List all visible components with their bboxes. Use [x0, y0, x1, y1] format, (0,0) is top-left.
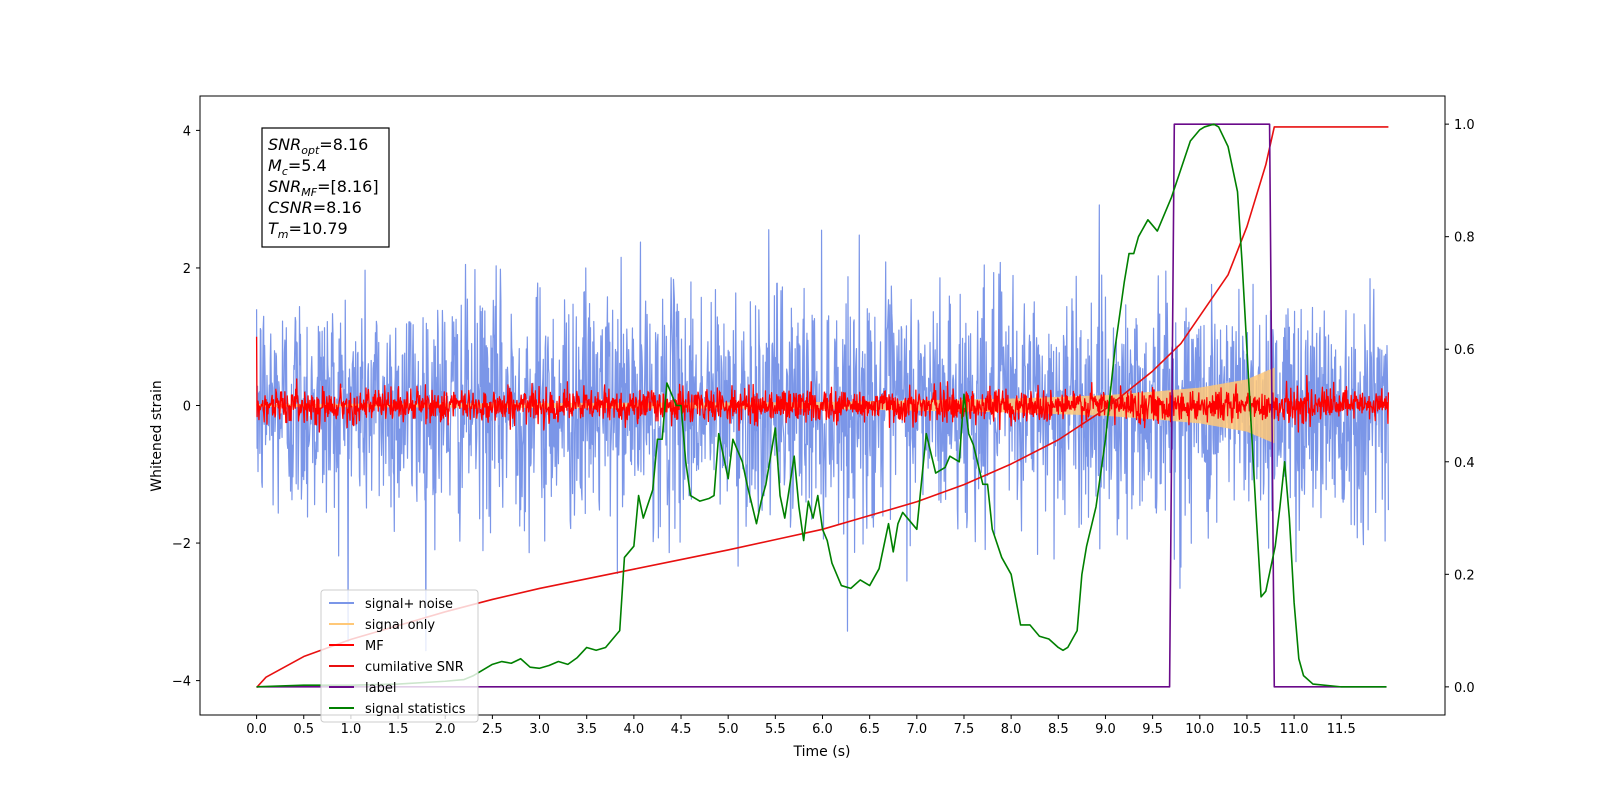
legend-entry: signal statistics [365, 702, 466, 717]
y2-tick-label: 0.8 [1454, 231, 1475, 246]
series-signal-statistics [256, 123, 1387, 688]
x-tick-label: 7.0 [906, 722, 927, 737]
x-tick-label: 11.0 [1280, 722, 1309, 737]
annotation-value: =10.79 [289, 219, 348, 238]
annotation-line: SNRopt=8.16 [268, 135, 368, 157]
x-tick-label: 6.0 [812, 722, 833, 737]
annotation-line: Mc=5.4 [268, 156, 327, 178]
legend-frame [320, 589, 479, 723]
x-tick-label: 7.5 [954, 722, 975, 737]
x-tick-label: 3.0 [529, 722, 550, 737]
x-tick-label: 10.0 [1185, 722, 1214, 737]
annotation-value: =5.4 [288, 156, 327, 175]
x-tick-label: 2.5 [482, 722, 503, 737]
annotation-symbol: SNR [268, 135, 301, 154]
series-mf [255, 336, 1390, 433]
x-tick-label: 10.5 [1232, 722, 1261, 737]
y-tick-label: 0 [183, 400, 191, 415]
series-label [256, 123, 1387, 688]
x-axis: 0.0 0.5 1.0 1.5 2.0 2.5 3.0 3.5 4.0 4.5 5.0 5.5 6.0 6… [246, 715, 1356, 737]
annotation-frame [261, 127, 390, 248]
annotation-subscript: MF [301, 186, 317, 199]
annotation-line: SNRMF=[8.16] [268, 177, 379, 199]
x-tick-label: 2.0 [435, 722, 456, 737]
y-tick-label: 2 [183, 262, 191, 277]
y-axis-left: 4 2 0 −2 −4 [172, 124, 200, 690]
x-tick-label: 0.5 [293, 722, 314, 737]
annotation-symbol: CSNR [268, 198, 313, 217]
annotation-line: CSNR=8.16 [268, 198, 362, 217]
annotation-box: SNRopt=8.16Mc=5.4SNRMF=[8.16]CSNR=8.16Tm… [261, 127, 390, 248]
x-tick-label: 1.0 [341, 722, 362, 737]
x-tick-label: 8.5 [1048, 722, 1069, 737]
y2-tick-label: 1.0 [1454, 118, 1475, 133]
x-tick-label: 5.0 [718, 722, 739, 737]
x-tick-label: 8.0 [1001, 722, 1022, 737]
y-tick-label: 4 [183, 124, 191, 139]
legend-entry: cumilative SNR [365, 660, 464, 675]
annotation-line: Tm=10.79 [268, 219, 348, 241]
x-tick-label: 9.0 [1095, 722, 1116, 737]
annotation-subscript: opt [301, 144, 320, 157]
y2-tick-label: 0.0 [1454, 681, 1475, 696]
series-signal-noise [255, 204, 1390, 652]
y2-tick-label: 0.4 [1454, 456, 1475, 471]
x-axis-label: Time (s) [793, 744, 851, 760]
y2-tick-label: 0.2 [1454, 568, 1475, 583]
annotation-symbol: SNR [268, 177, 301, 196]
x-tick-label: 9.5 [1142, 722, 1163, 737]
x-tick-label: 11.5 [1327, 722, 1356, 737]
y-tick-label: −4 [172, 675, 191, 690]
annotation-value: =8.16 [319, 135, 368, 154]
x-tick-label: 5.5 [765, 722, 786, 737]
legend-entry: signal only [365, 618, 435, 633]
x-tick-label: 4.5 [671, 722, 692, 737]
y2-tick-label: 0.6 [1454, 343, 1475, 358]
x-tick-label: 4.0 [624, 722, 645, 737]
x-tick-label: 1.5 [388, 722, 409, 737]
x-tick-label: 6.5 [859, 722, 880, 737]
annotation-subscript: m [278, 228, 289, 241]
y-axis-label: Whitened strain [149, 380, 165, 491]
x-tick-label: 0.0 [246, 722, 267, 737]
annotation-value: =8.16 [313, 198, 362, 217]
legend-entry: MF [365, 639, 384, 654]
legend-entry: label [365, 681, 396, 696]
annotation-symbol: T [268, 219, 279, 238]
legend: signal+ noise signal only MF cumilative SNR… [320, 589, 479, 723]
y-axis-right: 1.0 0.8 0.6 0.4 0.2 0.0 [1445, 118, 1475, 696]
y-tick-label: −2 [172, 537, 191, 552]
annotation-subscript: c [282, 165, 288, 178]
annotation-value: =[8.16] [317, 177, 379, 196]
x-tick-label: 3.5 [576, 722, 597, 737]
legend-entry: signal+ noise [365, 597, 453, 612]
annotation-symbol: M [268, 156, 282, 175]
